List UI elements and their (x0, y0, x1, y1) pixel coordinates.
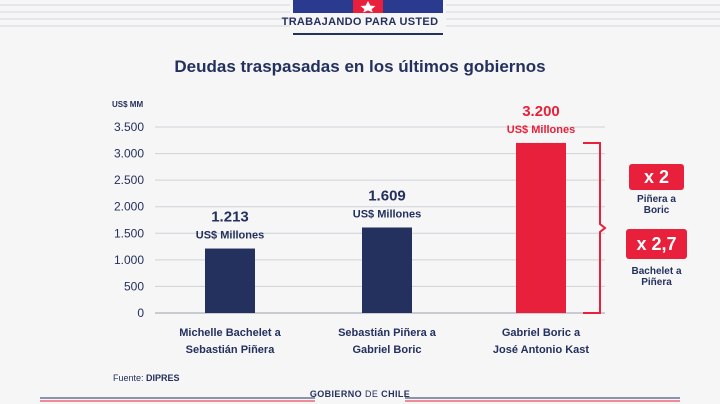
chile-flag-logo (293, 0, 443, 13)
bar-value-label: 1.213 (211, 209, 249, 226)
bar (362, 227, 412, 313)
bar (516, 142, 566, 313)
footer-brand-chile: CHILE (381, 389, 411, 399)
y-tick-label: 1.500 (114, 226, 144, 240)
y-tick-label: 500 (124, 279, 144, 293)
caption-line: Bachelet a (631, 266, 682, 277)
bar-value-unit: US$ Millones (196, 230, 264, 242)
category-label: José Antonio Kast (493, 344, 589, 356)
bar-value-label: 3.200 (522, 103, 560, 120)
caption-line: Piñera a (637, 194, 676, 205)
comparison-bracket (583, 141, 607, 314)
header-divider (293, 33, 443, 35)
source-name: DIPRES (146, 373, 180, 383)
y-tick-label: 2.000 (114, 200, 144, 214)
source-prefix: Fuente: (113, 373, 144, 383)
y-tick-label: 0 (137, 306, 144, 320)
caption-line: Piñera (641, 277, 672, 288)
multiplier-caption-x2: Piñera a Boric (614, 194, 699, 216)
footer-brand-de: DE (364, 389, 379, 399)
bar-value-unit: US$ Millones (507, 124, 575, 136)
y-tick-label: 3.500 (114, 120, 144, 134)
multiplier-badge-x2: x 2 (629, 164, 684, 190)
category-label: Gabriel Boric a (502, 327, 581, 339)
caption-line: Boric (643, 205, 670, 216)
bar (205, 248, 255, 313)
source-note: Fuente: DIPRES (113, 373, 180, 383)
footer-brand-gobierno: GOBIERNO (309, 389, 363, 399)
multiplier-badge-x27: x 2,7 (626, 229, 687, 259)
y-axis-unit-label: US$ MM (112, 100, 143, 109)
category-label: Gabriel Boric (352, 344, 421, 356)
header-title: TRABAJANDO PARA USTED (281, 16, 439, 28)
y-tick-label: 3.000 (114, 147, 144, 161)
y-tick-label: 1.000 (114, 253, 144, 267)
bar-value-unit: US$ Millones (353, 208, 421, 220)
category-label: Sebastián Piñera (186, 344, 276, 356)
y-tick-label: 2.500 (114, 173, 144, 187)
bar-value-label: 1.609 (368, 187, 406, 204)
category-label: Michelle Bachelet a (179, 327, 281, 339)
multiplier-caption-x27: Bachelet a Piñera (614, 266, 699, 288)
footer-brand: GOBIERNO DE CHILE (0, 389, 720, 399)
category-label: Sebastián Piñera a (338, 327, 437, 339)
chart-title: Deudas traspasadas en los últimos gobier… (174, 57, 546, 76)
